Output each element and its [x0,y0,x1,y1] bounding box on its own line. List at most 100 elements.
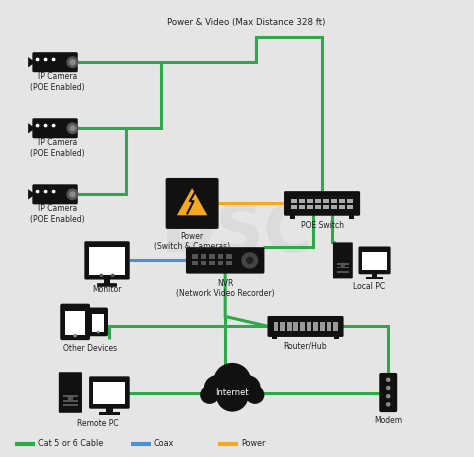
Bar [209,255,215,259]
FancyBboxPatch shape [358,246,391,274]
Bar [99,412,120,414]
Text: IP Camera
(POE Enabled): IP Camera (POE Enabled) [30,204,85,224]
FancyBboxPatch shape [333,242,353,278]
Text: IP Camera
(POE Enabled): IP Camera (POE Enabled) [30,138,85,158]
FancyBboxPatch shape [32,52,78,72]
Bar [192,261,198,265]
Bar [89,247,126,275]
FancyBboxPatch shape [32,184,78,204]
Bar [307,322,311,331]
Circle shape [204,375,230,401]
Bar [92,314,104,332]
Text: Router/Hub: Router/Hub [284,342,328,351]
Text: Other Devices: Other Devices [64,344,118,353]
Circle shape [200,386,219,404]
Bar [280,322,285,331]
Bar [93,382,126,404]
Circle shape [66,188,79,200]
Bar [349,214,354,219]
Circle shape [241,252,258,269]
FancyBboxPatch shape [379,373,397,412]
Bar [291,199,297,203]
Bar [323,205,329,209]
Circle shape [52,58,55,61]
FancyBboxPatch shape [60,303,90,340]
FancyBboxPatch shape [89,308,108,336]
Bar [299,199,305,203]
Bar [291,205,297,209]
Bar [63,404,78,406]
Bar [315,199,321,203]
Circle shape [52,124,55,128]
FancyBboxPatch shape [267,316,344,337]
Text: Local PC: Local PC [353,282,385,291]
Circle shape [216,381,248,412]
Bar [366,277,383,279]
Bar [331,199,337,203]
Text: IP Camera
(POE Enabled): IP Camera (POE Enabled) [30,72,85,91]
Text: Monitor: Monitor [92,285,122,294]
Text: POE Switch: POE Switch [301,221,344,230]
Circle shape [386,377,391,382]
Bar [339,205,345,209]
Bar [300,322,305,331]
Bar [287,322,292,331]
Circle shape [100,274,103,277]
Text: Remote PC: Remote PC [77,419,118,428]
Circle shape [386,386,391,390]
Text: NVR
(Network Video Recorder): NVR (Network Video Recorder) [176,279,274,298]
Bar [201,261,206,265]
Bar [323,199,329,203]
Circle shape [386,394,391,399]
Bar [226,261,232,265]
FancyBboxPatch shape [97,283,117,287]
Text: Power: Power [241,439,265,448]
FancyBboxPatch shape [84,241,130,280]
Circle shape [111,274,115,277]
Text: Internet: Internet [216,388,249,397]
Circle shape [44,124,47,128]
Circle shape [340,263,345,267]
Polygon shape [28,57,35,67]
Bar [218,261,223,265]
Bar [106,407,113,413]
Bar [293,322,298,331]
Circle shape [213,363,251,399]
Circle shape [36,190,39,193]
Circle shape [234,375,261,401]
Circle shape [69,125,76,132]
Polygon shape [177,188,207,215]
Bar [347,199,353,203]
Circle shape [44,190,47,193]
Text: Modem: Modem [374,416,402,425]
Polygon shape [28,123,35,133]
Circle shape [73,334,77,337]
Circle shape [52,190,55,193]
Text: Power & Video (Max Distance 328 ft): Power & Video (Max Distance 328 ft) [167,18,326,27]
Polygon shape [28,189,35,200]
Text: Power
(Switch & Cameras): Power (Switch & Cameras) [154,232,230,251]
Bar [337,266,349,268]
Bar [201,255,206,259]
Circle shape [36,124,39,128]
Bar [192,255,198,259]
Bar [362,251,387,270]
Bar [209,261,215,265]
Circle shape [246,257,254,264]
Bar [273,322,278,331]
Circle shape [386,402,391,407]
Circle shape [69,59,76,65]
Circle shape [246,386,264,404]
Bar [334,335,339,339]
Bar [347,205,353,209]
Bar [104,278,110,285]
Circle shape [44,58,47,61]
Bar [315,205,321,209]
Bar [333,322,338,331]
Circle shape [36,58,39,61]
Bar [290,214,295,219]
Bar [307,205,313,209]
Bar [372,273,377,277]
FancyBboxPatch shape [89,377,130,409]
Bar [337,271,349,273]
